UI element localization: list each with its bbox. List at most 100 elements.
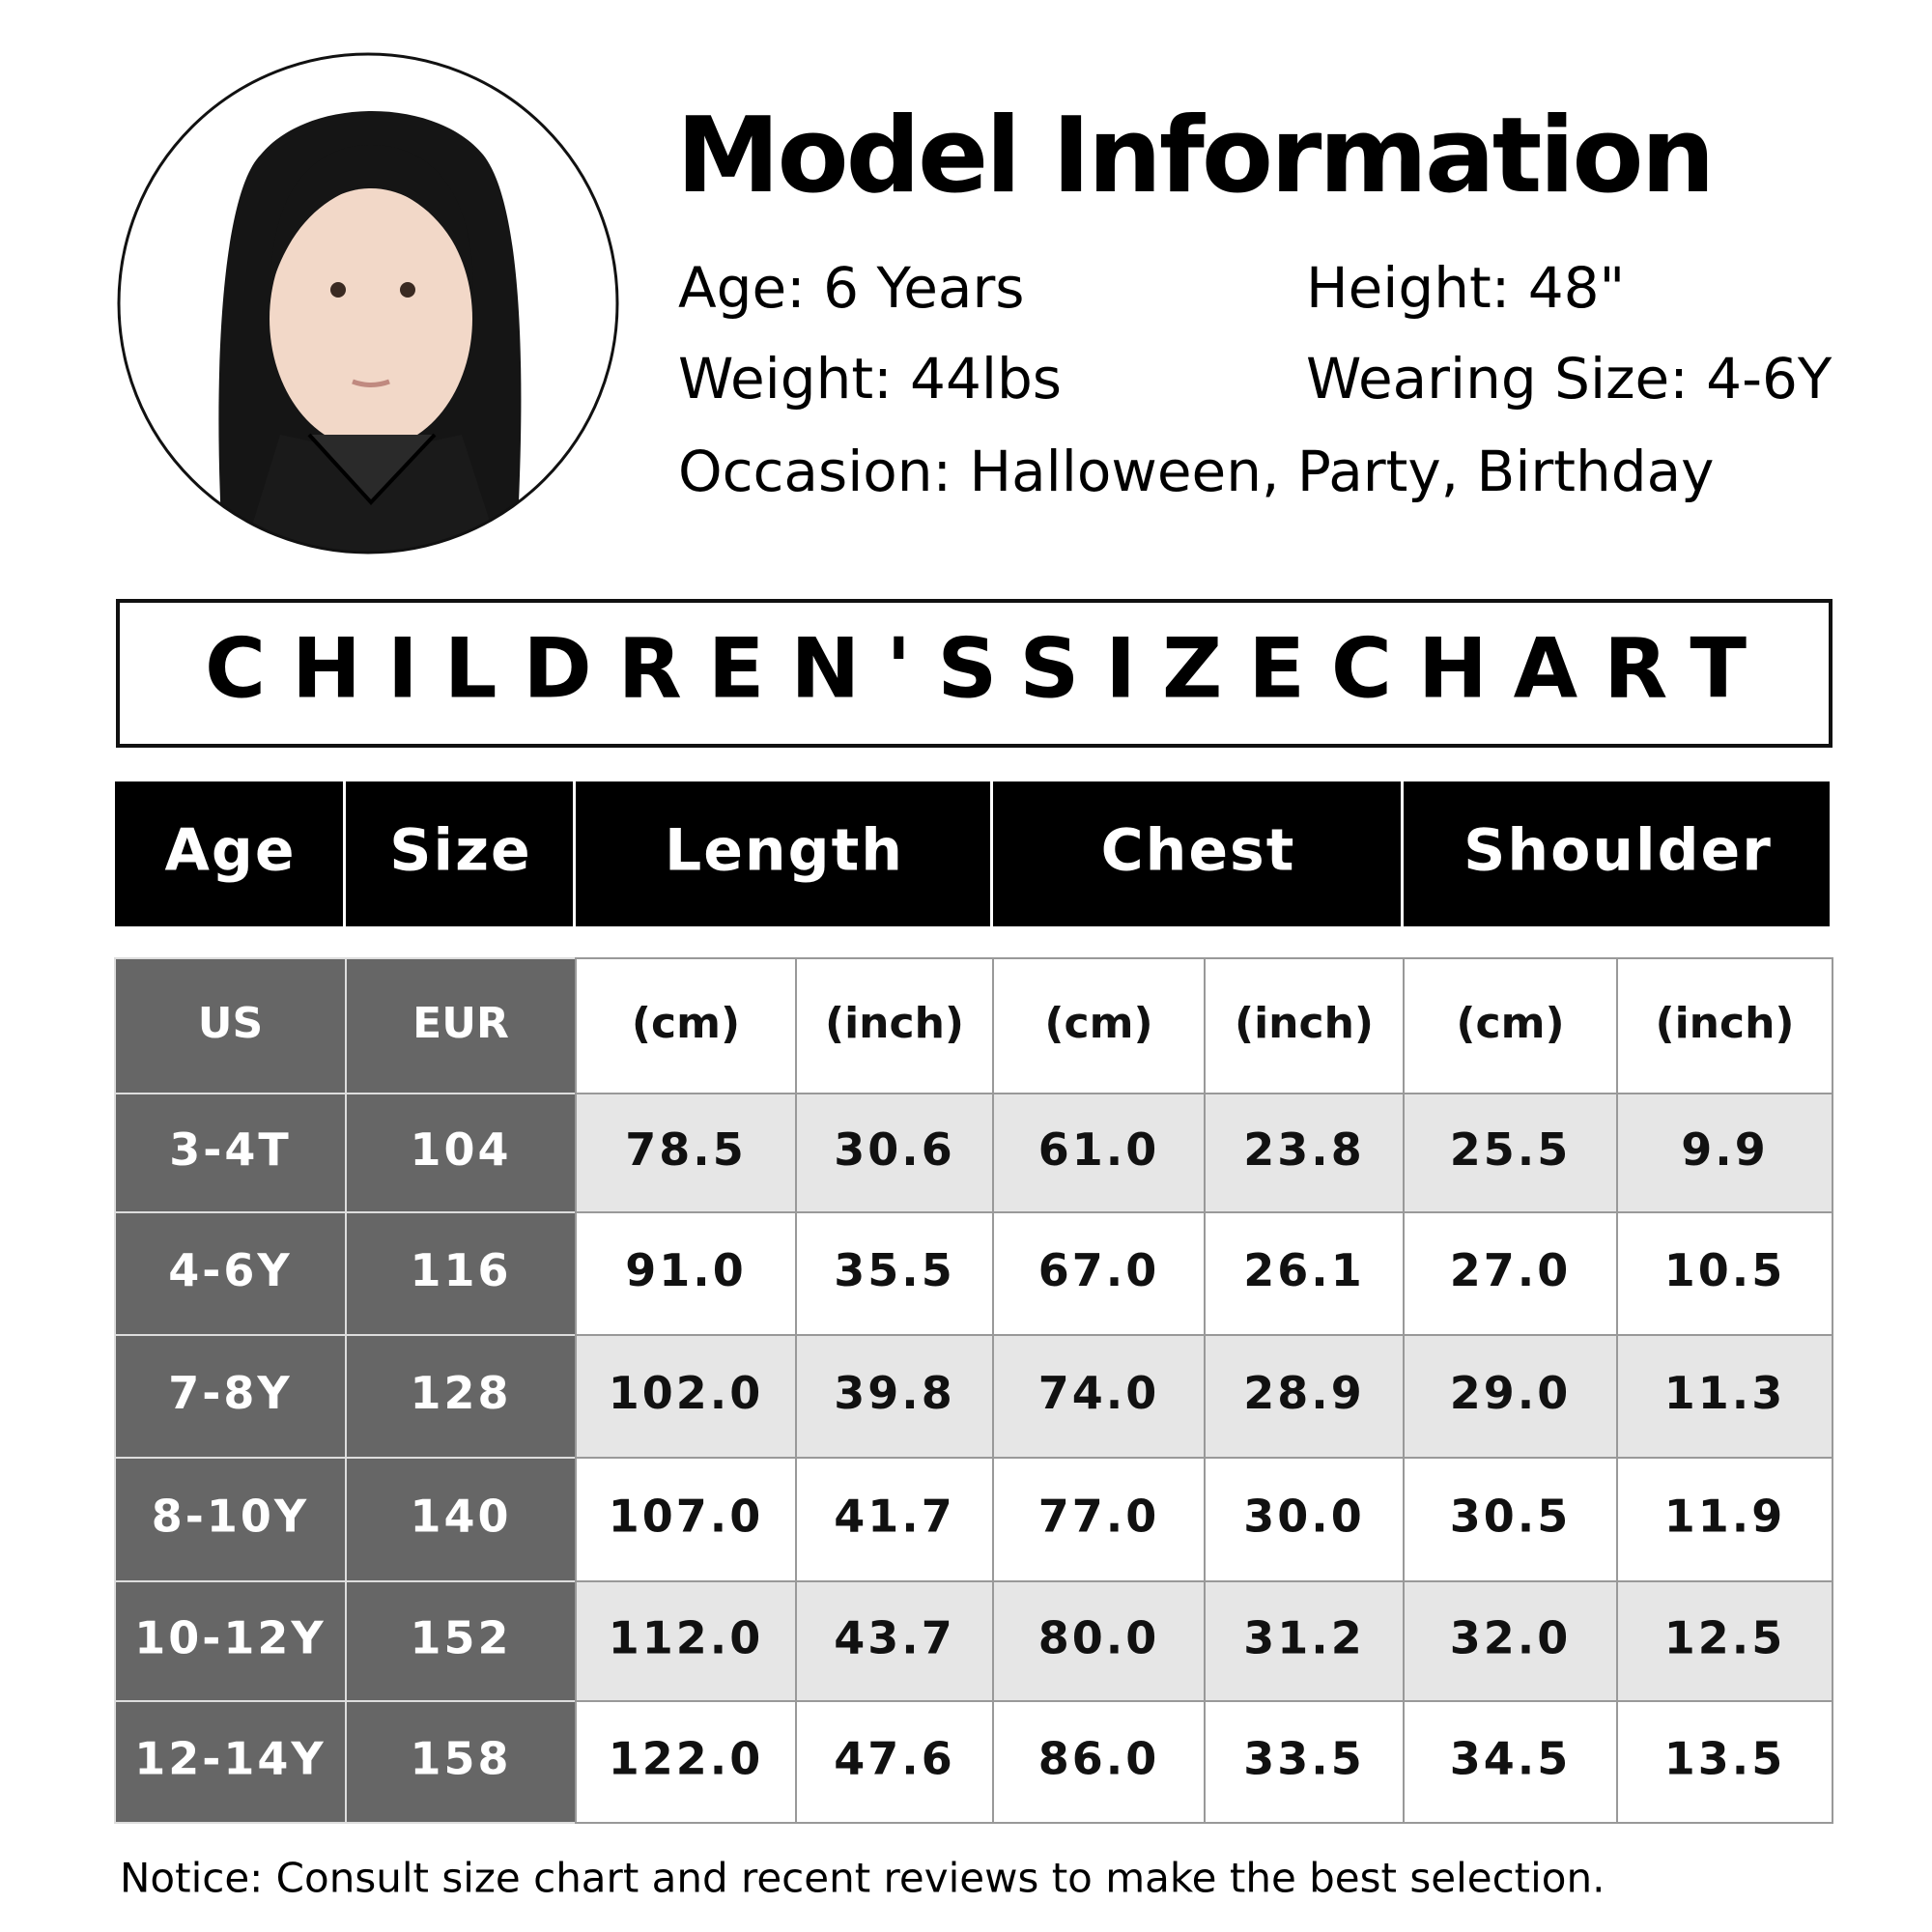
- table-value-cell: [345, 1700, 577, 1824]
- table-value: 122.0: [609, 1733, 764, 1785]
- table-value-cell: [1403, 1093, 1618, 1213]
- table-value: 7-8Y: [168, 1367, 292, 1419]
- table-value-cell: [114, 1580, 347, 1702]
- table-value: 11.9: [1664, 1491, 1786, 1543]
- table-value: 74.0: [1038, 1367, 1160, 1419]
- subheader-cell: [1616, 957, 1833, 1094]
- table-value: 61.0: [1038, 1123, 1160, 1176]
- table-value: 80.0: [1038, 1612, 1160, 1664]
- table-value-cell: [992, 1457, 1206, 1582]
- table-value-cell: [345, 1093, 577, 1213]
- table-value-cell: [795, 1700, 994, 1824]
- header-cell: [993, 781, 1401, 926]
- subheader: US: [198, 999, 263, 1048]
- table-value-cell: [575, 1093, 797, 1213]
- subheader: (cm): [632, 999, 740, 1048]
- notice: Notice: Consult size chart and recent re…: [120, 1855, 1605, 1902]
- table-value: 10.5: [1664, 1244, 1786, 1296]
- table-value: 27.0: [1450, 1244, 1572, 1296]
- table-value: 107.0: [609, 1491, 764, 1543]
- table-value: 41.7: [834, 1491, 955, 1543]
- header-cell: [346, 781, 573, 926]
- table-value: 25.5: [1450, 1123, 1572, 1176]
- model-height: Height: 48": [1306, 255, 1625, 321]
- subheader-cell: [795, 957, 994, 1094]
- table-value: 13.5: [1664, 1733, 1786, 1785]
- header-cell: [1404, 781, 1830, 926]
- table-value: 4-6Y: [168, 1244, 292, 1296]
- header-text: Length: [665, 817, 904, 885]
- table-value: 31.2: [1243, 1612, 1365, 1664]
- table-value: 30.0: [1243, 1491, 1365, 1543]
- table-value: 104: [410, 1123, 511, 1176]
- table-value: 78.5: [625, 1123, 747, 1176]
- table-value-cell: [114, 1457, 347, 1582]
- table-value-cell: [1616, 1334, 1833, 1459]
- table-value-cell: [795, 1457, 994, 1582]
- banner-box: [116, 599, 1833, 748]
- table-value-cell: [1616, 1457, 1833, 1582]
- table-value: 33.5: [1243, 1733, 1365, 1785]
- subheader: (inch): [1235, 999, 1374, 1048]
- table-value-cell: [575, 1700, 797, 1824]
- table-value-cell: [1204, 1093, 1405, 1213]
- table-value-cell: [1204, 1580, 1405, 1702]
- table-value: 30.6: [834, 1123, 955, 1176]
- header-text: Size: [389, 817, 531, 885]
- table-value: 67.0: [1038, 1244, 1160, 1296]
- model-wearing-size: Wearing Size: 4-6Y: [1306, 346, 1833, 412]
- subheader: EUR: [412, 999, 509, 1048]
- model-occasion: Occasion: Halloween, Party, Birthday: [678, 439, 1714, 504]
- table-value-cell: [575, 1580, 797, 1702]
- photo-border: [117, 52, 619, 554]
- table-value: 12-14Y: [134, 1733, 326, 1785]
- table-value-cell: [1403, 1334, 1618, 1459]
- table-value: 9.9: [1681, 1123, 1769, 1176]
- table-value-cell: [992, 1334, 1206, 1459]
- table-value: 86.0: [1038, 1733, 1160, 1785]
- table-value: 23.8: [1243, 1123, 1365, 1176]
- table-value-cell: [795, 1093, 994, 1213]
- table-value-cell: [575, 1211, 797, 1336]
- table-value: 39.8: [834, 1367, 955, 1419]
- header-text: Age: [164, 817, 296, 885]
- table-value-cell: [575, 1457, 797, 1582]
- table-value-cell: [345, 1334, 577, 1459]
- subheader: (cm): [1456, 999, 1564, 1048]
- table-value-cell: [795, 1211, 994, 1336]
- table-value: 3-4T: [169, 1123, 291, 1176]
- subheader: (inch): [1655, 999, 1794, 1048]
- table-value: 12.5: [1664, 1612, 1786, 1664]
- header-text: Chest: [1101, 817, 1296, 885]
- table-value: 11.3: [1664, 1367, 1786, 1419]
- table-value: 152: [410, 1612, 511, 1664]
- model-title: Model Information: [676, 96, 1713, 216]
- table-value-cell: [1204, 1457, 1405, 1582]
- model-photo: [119, 54, 617, 553]
- table-value-cell: [1403, 1700, 1618, 1824]
- table-value: 30.5: [1450, 1491, 1572, 1543]
- table-value: 112.0: [609, 1612, 764, 1664]
- table-value: 91.0: [625, 1244, 747, 1296]
- header-cell: [115, 781, 343, 926]
- table-value-cell: [1616, 1093, 1833, 1213]
- table-value: 35.5: [834, 1244, 955, 1296]
- subheader: (inch): [825, 999, 964, 1048]
- table-value: 28.9: [1243, 1367, 1365, 1419]
- model-weight: Weight: 44lbs: [678, 346, 1062, 412]
- table-value-cell: [1204, 1700, 1405, 1824]
- table-value-cell: [345, 1211, 577, 1336]
- subheader-cell: [345, 957, 577, 1094]
- table-value: 10-12Y: [134, 1612, 326, 1664]
- table-value: 34.5: [1450, 1733, 1572, 1785]
- table-value-cell: [992, 1700, 1206, 1824]
- subheader-cell: [1204, 957, 1405, 1094]
- table-value-cell: [1616, 1700, 1833, 1824]
- table-value: 8-10Y: [152, 1491, 309, 1543]
- table-value: 32.0: [1450, 1612, 1572, 1664]
- table-value: 158: [410, 1733, 511, 1785]
- table-value: 102.0: [609, 1367, 764, 1419]
- table-value-cell: [992, 1211, 1206, 1336]
- model-age: Age: 6 Years: [678, 255, 1025, 321]
